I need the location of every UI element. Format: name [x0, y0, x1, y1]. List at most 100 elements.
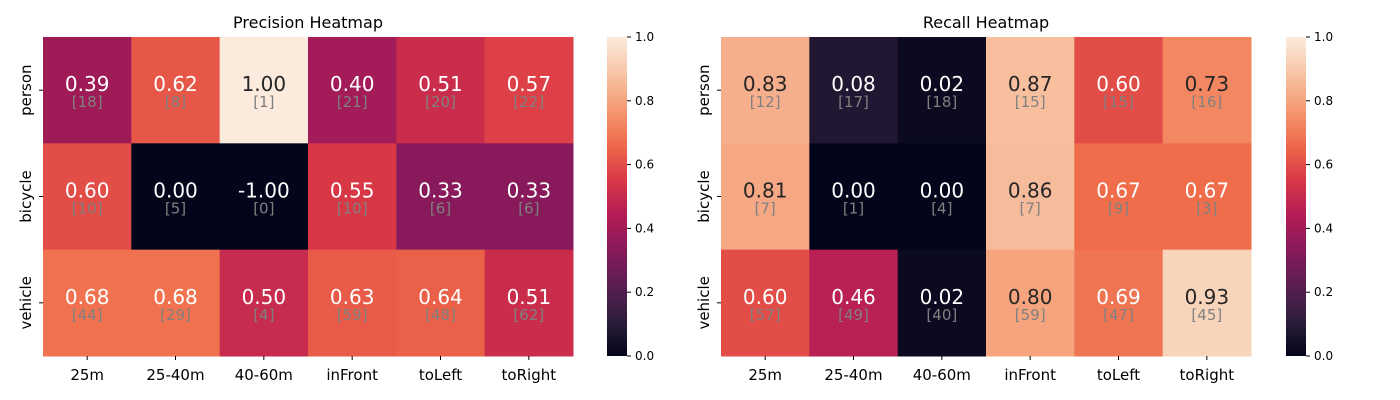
chart0-cell-count: [22] — [513, 93, 544, 111]
chart1-cell-value: 0.83 — [743, 72, 788, 96]
chart1-cell-vehicle-25m — [721, 249, 810, 357]
chart1-cell-count: [3] — [1196, 200, 1217, 218]
chart1-x-tick-label: toLeft — [1097, 366, 1140, 384]
chart1-cell-count: [45] — [1191, 306, 1222, 324]
chart0-y-tick-label: person — [17, 64, 35, 115]
chart1-cell-count: [9] — [1108, 200, 1129, 218]
chart0-cell-value: 0.68 — [153, 285, 198, 309]
chart0-cell-count: [21] — [337, 93, 368, 111]
chart1-cell-vehicle-toLeft — [1074, 249, 1164, 357]
chart0-cell-value: 0.60 — [65, 179, 110, 203]
chart1-cell-count: [1] — [843, 200, 864, 218]
chart1-title: Recall Heatmap — [923, 13, 1049, 32]
chart0-colorbar-tick-label: 0.0 — [635, 349, 654, 363]
chart0-colorbar-tick-label: 1.0 — [635, 30, 654, 44]
chart1-cell-value: 0.67 — [1185, 179, 1230, 203]
chart1-cell-value: 0.02 — [920, 72, 965, 96]
chart1-cell-count: [15] — [1015, 93, 1046, 111]
chart1-cell-value: 0.02 — [920, 285, 965, 309]
chart0-cell-value: 0.33 — [418, 179, 463, 203]
chart0-cell-value: 0.00 — [153, 179, 198, 203]
chart1-colorbar-tick-label: 0.6 — [1314, 158, 1333, 172]
chart1-colorbar-tick-label: 1.0 — [1314, 30, 1333, 44]
chart0-cell-person-40-60m — [219, 37, 309, 144]
chart1-cell-person-toLeft — [1074, 37, 1164, 144]
chart1-cell-count: [16] — [1191, 93, 1222, 111]
chart1-colorbar-tick-label: 0.2 — [1314, 285, 1333, 299]
chart1-cell-vehicle-toRight — [1162, 249, 1252, 357]
chart0-cell-value: 0.50 — [242, 285, 287, 309]
chart0-cell-count: [48] — [425, 306, 456, 324]
chart0-cell-bicycle-toRight — [484, 143, 574, 251]
chart0-cell-bicycle-toLeft — [396, 143, 486, 251]
chart0-cell-value: 0.51 — [507, 285, 552, 309]
chart0-cell-count: [1] — [253, 93, 274, 111]
chart0-colorbar-tick-label: 0.2 — [635, 285, 654, 299]
chart1-colorbar-tick-label: 0.4 — [1314, 221, 1333, 235]
chart1-cell-bicycle-40-60m — [897, 143, 987, 251]
chart0-x-tick-label: toLeft — [419, 366, 462, 384]
chart0-cell-count: [6] — [518, 200, 539, 218]
chart1-cell-person-inFront — [986, 37, 1075, 144]
chart0-cell-count: [62] — [513, 306, 544, 324]
chart0-cell-vehicle-toRight — [484, 249, 574, 357]
chart1-y-tick-label: bicycle — [695, 170, 713, 222]
chart1-cell-person-25-40m — [809, 37, 899, 144]
chart0-cell-person-toRight — [484, 37, 574, 144]
chart1-cell-count: [47] — [1103, 306, 1134, 324]
chart1-cell-value: 0.00 — [831, 179, 876, 203]
chart1-colorbar-tick-label: 0.0 — [1314, 349, 1333, 363]
chart0-cell-person-inFront — [308, 37, 397, 144]
chart1-cell-value: 0.46 — [831, 285, 876, 309]
chart0-cell-vehicle-toLeft — [396, 249, 486, 357]
chart0-cell-value: 0.64 — [418, 285, 463, 309]
chart0-x-tick-label: 25m — [70, 366, 104, 384]
chart0-cell-value: 0.40 — [330, 72, 375, 96]
chart0-cell-bicycle-25m — [43, 143, 132, 251]
chart1-cell-count: [17] — [838, 93, 869, 111]
chart1-cell-value: 0.69 — [1096, 285, 1141, 309]
chart0-cell-value: 0.33 — [507, 179, 552, 203]
chart1-x-tick-label: inFront — [1004, 366, 1056, 384]
chart1-y-tick-label: vehicle — [695, 276, 713, 329]
chart1-cell-bicycle-toRight — [1162, 143, 1252, 251]
chart1-cell-vehicle-25-40m — [809, 249, 899, 357]
chart1-cell-value: 0.60 — [743, 285, 788, 309]
chart0-cell-person-25-40m — [131, 37, 221, 144]
chart1-cell-count: [12] — [750, 93, 781, 111]
chart0-cell-count: [4] — [253, 306, 274, 324]
chart0-cell-bicycle-25-40m — [131, 143, 221, 251]
chart1-cell-bicycle-inFront — [986, 143, 1075, 251]
chart1-cell-bicycle-toLeft — [1074, 143, 1164, 251]
chart0-x-tick-label: inFront — [326, 366, 378, 384]
chart1-cell-value: 0.80 — [1008, 285, 1053, 309]
chart1-cell-value: 0.81 — [743, 179, 788, 203]
chart0-cell-count: [8] — [165, 93, 186, 111]
chart0-cell-value: 0.57 — [507, 72, 552, 96]
chart0-cell-count: [59] — [337, 306, 368, 324]
chart0-cell-vehicle-25-40m — [131, 249, 221, 357]
chart0-cell-bicycle-inFront — [308, 143, 397, 251]
chart1-cell-count: [15] — [1103, 93, 1134, 111]
chart1-cell-value: 0.60 — [1096, 72, 1141, 96]
chart0-cell-value: 0.51 — [418, 72, 463, 96]
chart1-cell-value: 0.08 — [831, 72, 876, 96]
chart1-cell-value: 0.86 — [1008, 179, 1053, 203]
chart0-cell-value: 0.63 — [330, 285, 375, 309]
chart0-cell-count: [6] — [430, 200, 451, 218]
chart0-cell-count: [20] — [425, 93, 456, 111]
chart1-cell-person-25m — [721, 37, 810, 144]
chart0-cell-count: [18] — [72, 93, 103, 111]
chart0-cell-count: [10] — [337, 200, 368, 218]
chart1-colorbar-tick-label: 0.8 — [1314, 94, 1333, 108]
chart1-cell-count: [7] — [1020, 200, 1041, 218]
chart0-cell-value: 0.55 — [330, 179, 375, 203]
chart0-x-tick-label: toRight — [502, 366, 557, 384]
chart0-colorbar — [607, 37, 627, 356]
chart1-cell-count: [40] — [926, 306, 957, 324]
chart0-colorbar-tick-label: 0.6 — [635, 158, 654, 172]
chart1-cell-count: [4] — [931, 200, 952, 218]
chart0-colorbar-tick-label: 0.4 — [635, 221, 654, 235]
chart0-cell-value: -1.00 — [238, 179, 290, 203]
